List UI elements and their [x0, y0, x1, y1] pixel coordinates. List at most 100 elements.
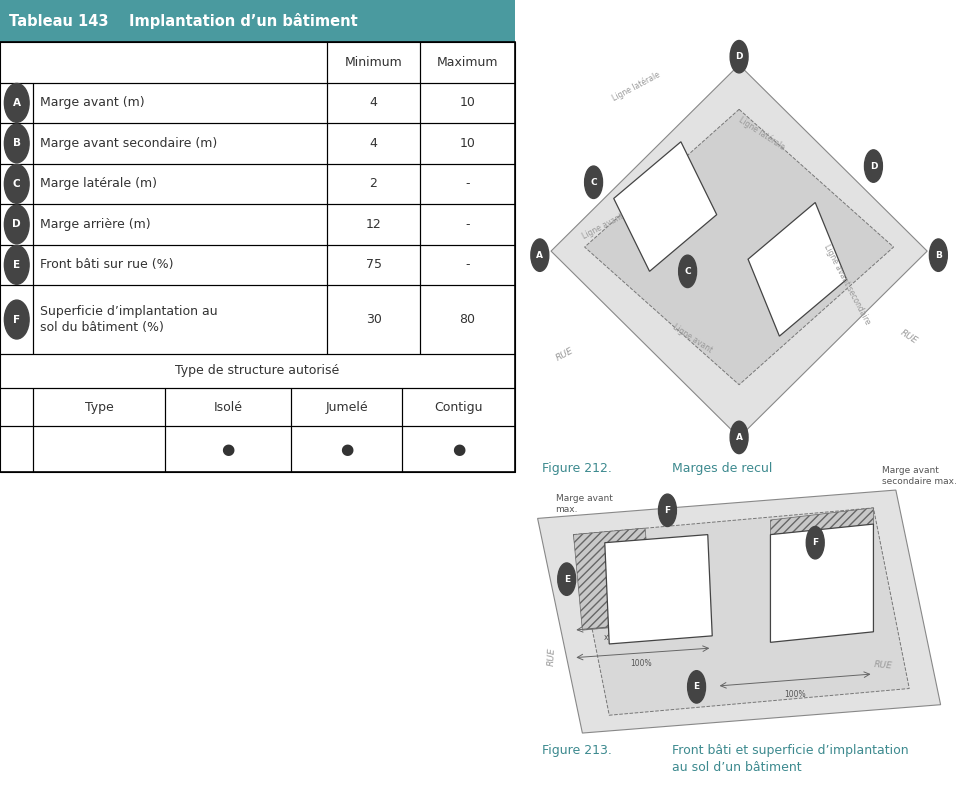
Bar	[34, 245, 327, 285]
Text: Ligne avant: Ligne avant	[670, 322, 714, 354]
Polygon shape	[573, 528, 654, 630]
Bar	[34, 204, 327, 245]
Bar	[0, 123, 34, 164]
Text: RUE: RUE	[554, 346, 575, 362]
Text: E: E	[13, 260, 20, 270]
Bar	[34, 164, 327, 204]
Text: Marge avant secondaire (m): Marge avant secondaire (m)	[39, 137, 217, 150]
Text: Front bâti et superficie d’implantation
au sol d’un bâtiment: Front bâti et superficie d’implantation …	[672, 744, 908, 774]
Bar	[420, 164, 515, 204]
Text: B: B	[935, 250, 942, 260]
Text: E: E	[693, 682, 700, 692]
Bar	[327, 245, 420, 285]
Circle shape	[688, 671, 706, 703]
Bar	[0, 204, 34, 245]
Bar	[34, 426, 165, 472]
Text: -: -	[465, 218, 470, 231]
Text: ●: ●	[452, 441, 465, 457]
Text: ●: ●	[221, 441, 235, 457]
Circle shape	[5, 301, 29, 339]
Text: -: -	[465, 258, 470, 271]
Text: Minimum: Minimum	[345, 56, 403, 69]
Circle shape	[929, 239, 948, 271]
Circle shape	[730, 421, 748, 454]
Text: 4: 4	[370, 137, 377, 150]
Text: Ligne avant secondaire: Ligne avant secondaire	[821, 243, 872, 326]
Bar	[165, 426, 291, 472]
Text: Figure 213.: Figure 213.	[542, 744, 612, 757]
Text: Figure 212.: Figure 212.	[542, 462, 612, 475]
Text: Type: Type	[85, 400, 114, 414]
Bar	[34, 83, 327, 123]
Circle shape	[730, 40, 748, 73]
Text: Maximum: Maximum	[437, 56, 498, 69]
Bar	[327, 164, 420, 204]
Circle shape	[5, 124, 29, 163]
Bar	[402, 388, 515, 426]
Polygon shape	[613, 142, 716, 271]
Text: 10: 10	[459, 96, 476, 109]
Text: 4: 4	[370, 96, 377, 109]
Bar	[34, 123, 327, 164]
Text: x%: x%	[604, 633, 615, 642]
Polygon shape	[537, 490, 941, 733]
Text: F: F	[13, 314, 20, 325]
Text: Marge avant
max.: Marge avant max.	[556, 494, 612, 514]
Text: Marge arrière (m): Marge arrière (m)	[39, 218, 150, 231]
Text: C: C	[590, 177, 597, 187]
Circle shape	[806, 526, 824, 559]
Text: B: B	[13, 139, 21, 148]
Text: Jumelé: Jumelé	[325, 400, 368, 414]
Text: Superficie d’implantation au
sol du bâtiment (%): Superficie d’implantation au sol du bâti…	[39, 305, 218, 335]
Bar	[327, 204, 420, 245]
Bar	[0, 83, 34, 123]
Bar	[327, 123, 420, 164]
Text: Marge avant
secondaire max.: Marge avant secondaire max.	[882, 466, 957, 486]
Text: D: D	[870, 161, 877, 171]
Bar	[402, 426, 515, 472]
Text: 100%: 100%	[630, 659, 651, 667]
Text: Type de structure autorisé: Type de structure autorisé	[175, 364, 340, 377]
Bar	[34, 285, 327, 354]
Text: x%: x%	[816, 612, 828, 621]
Text: C: C	[13, 179, 20, 189]
Bar	[0, 0, 515, 42]
Text: Ligne latérale: Ligne latérale	[737, 115, 786, 151]
Text: 10: 10	[459, 137, 476, 150]
Text: 30: 30	[366, 313, 381, 326]
Text: Ligne avant: Ligne avant	[581, 211, 625, 241]
Text: Marge latérale (m): Marge latérale (m)	[39, 177, 157, 190]
Bar	[0, 42, 515, 472]
Polygon shape	[748, 202, 846, 336]
Text: Contigu: Contigu	[434, 400, 482, 414]
Text: Ligne latérale: Ligne latérale	[611, 70, 662, 103]
Text: F: F	[664, 505, 670, 515]
Text: E: E	[563, 574, 570, 584]
Text: D: D	[736, 52, 742, 62]
Bar	[420, 204, 515, 245]
Text: A: A	[536, 250, 543, 260]
Circle shape	[558, 563, 576, 595]
Text: RUE: RUE	[873, 659, 893, 670]
Text: RUE: RUE	[547, 647, 557, 666]
Circle shape	[5, 205, 29, 244]
Text: RUE: RUE	[899, 329, 920, 346]
Bar	[327, 285, 420, 354]
Text: Isolé: Isolé	[214, 400, 243, 414]
Polygon shape	[573, 508, 909, 715]
Text: D: D	[13, 220, 21, 229]
Polygon shape	[585, 109, 894, 385]
Text: 75: 75	[366, 258, 381, 271]
Text: Tableau 143    Implantation d’un bâtiment: Tableau 143 Implantation d’un bâtiment	[10, 13, 358, 29]
Bar	[0, 426, 34, 472]
Text: C: C	[685, 266, 690, 276]
Bar	[0, 388, 34, 426]
Text: 80: 80	[459, 313, 476, 326]
Circle shape	[865, 150, 882, 182]
Bar	[0, 354, 515, 388]
Bar	[0, 164, 34, 204]
Bar	[420, 285, 515, 354]
Bar	[420, 123, 515, 164]
Bar	[165, 388, 291, 426]
Text: -: -	[465, 177, 470, 190]
